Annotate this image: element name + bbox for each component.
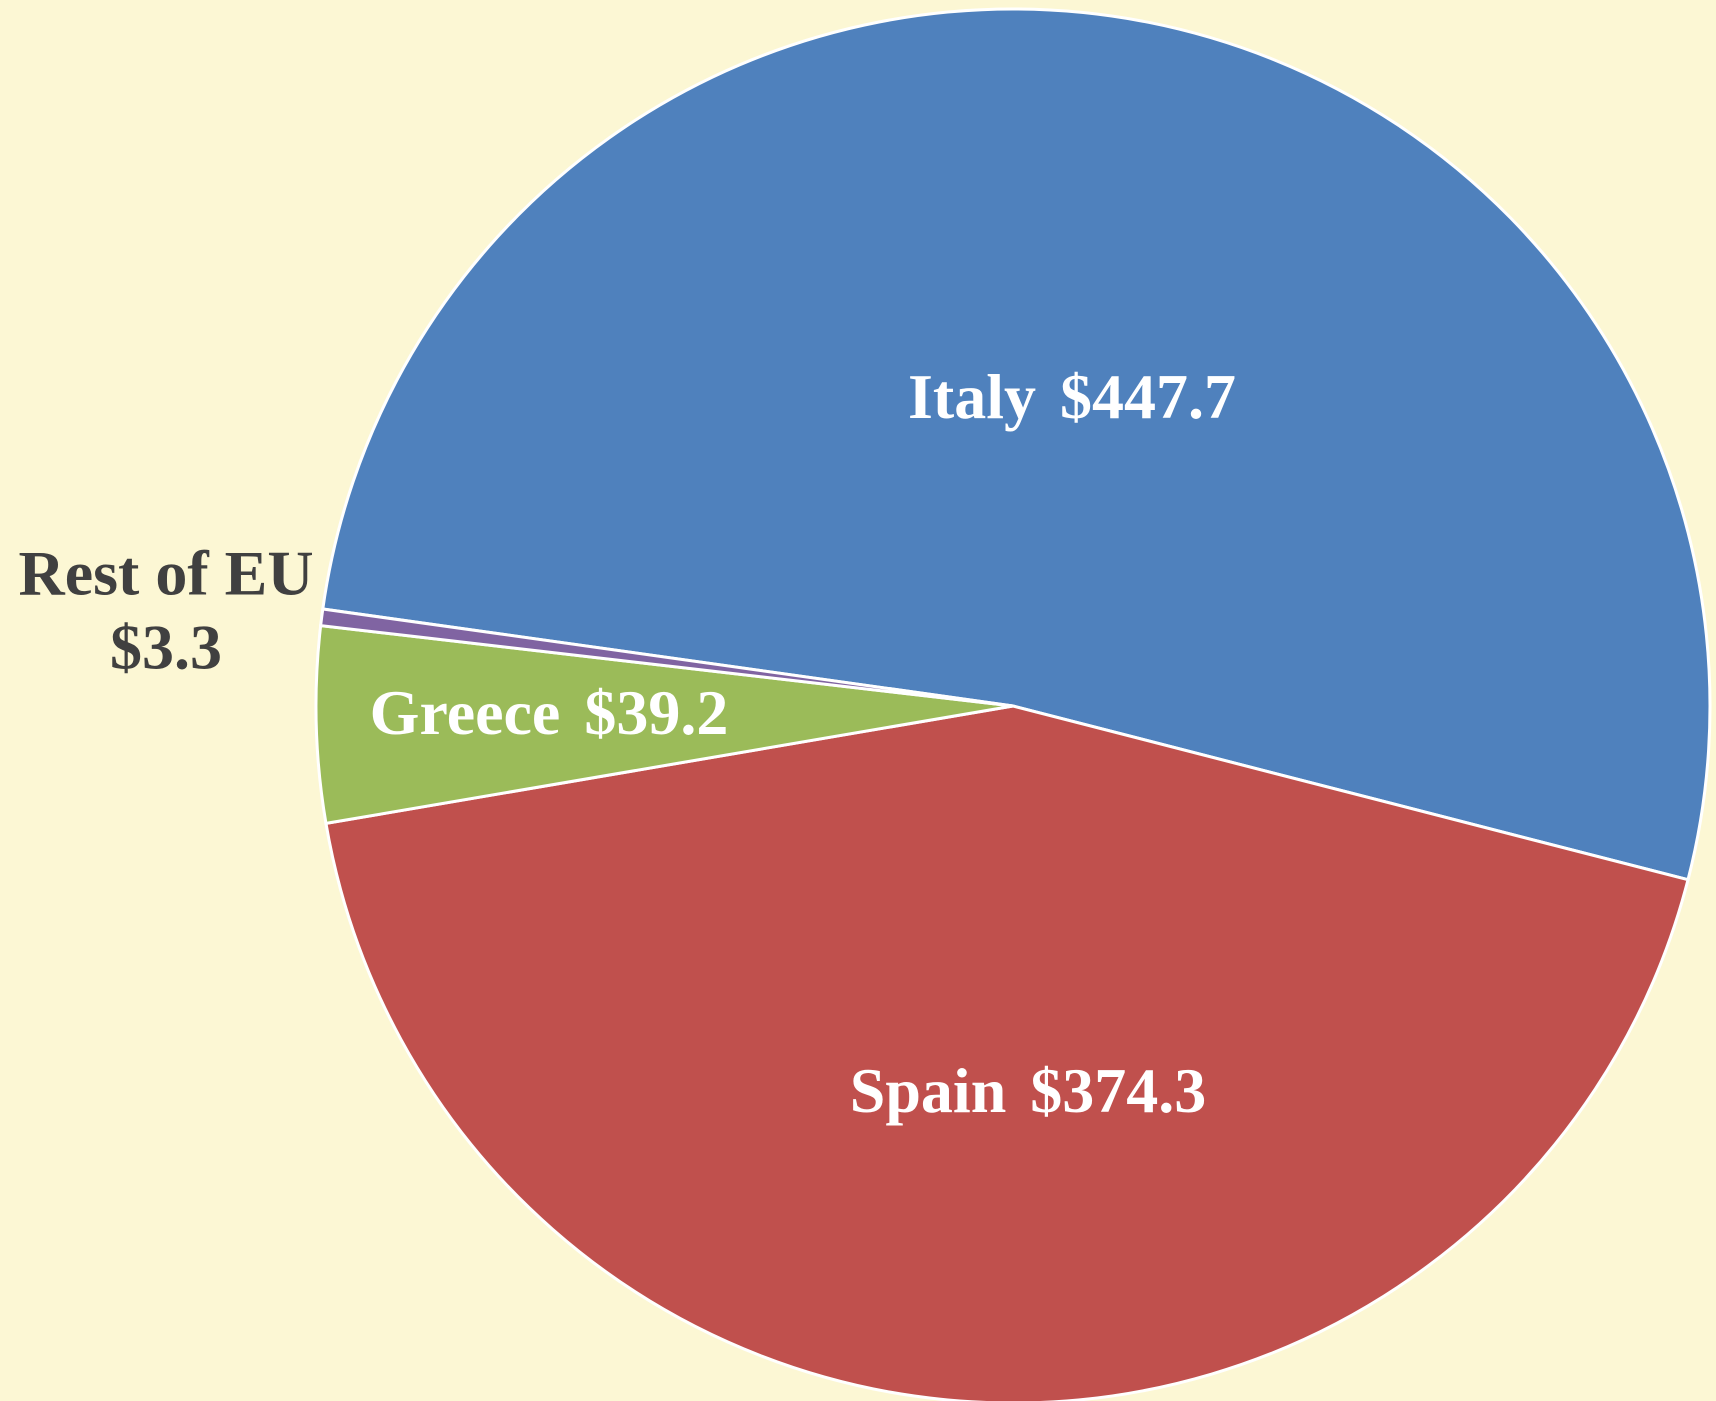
- pie-slice: [318, 607, 1014, 708]
- slice-label: Italy $447.7: [908, 361, 1236, 432]
- value-label: $3.3: [110, 612, 222, 683]
- value-label: $374.3: [1030, 1055, 1206, 1126]
- category-label: Rest of EU: [18, 538, 313, 609]
- pie-slice: [314, 623, 1014, 826]
- pie-slice: [324, 704, 1690, 1401]
- slice-label: Greece $39.2: [370, 677, 729, 748]
- category-label: Greece: [370, 677, 561, 748]
- category-label: Spain: [850, 1055, 1007, 1126]
- slice-label: Spain $374.3: [850, 1055, 1207, 1126]
- pie-slice: [321, 7, 1712, 882]
- value-label: $447.7: [1060, 361, 1236, 432]
- category-label: Italy: [908, 361, 1036, 432]
- value-label: $39.2: [584, 677, 728, 748]
